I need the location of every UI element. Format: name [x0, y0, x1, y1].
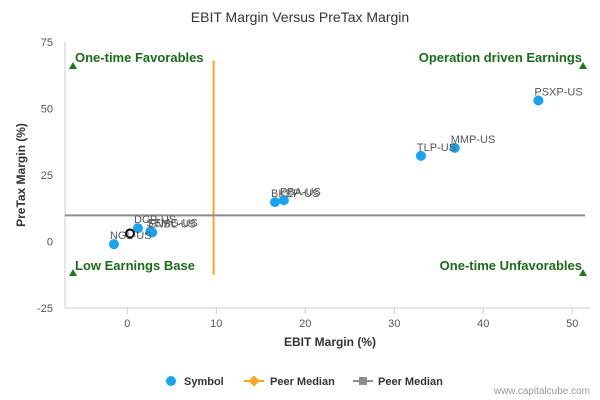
y-axis-ticks: -25 0 25 50 75: [37, 37, 53, 315]
chart-title: EBIT Margin Versus PreTax Margin: [191, 9, 409, 25]
quadrant-label-top-left: One-time Favorables: [75, 50, 204, 65]
x-axis-title: EBIT Margin (%): [284, 335, 376, 349]
quadrant-triangle-marker: [69, 62, 77, 69]
x-tick-label: 20: [299, 318, 311, 330]
data-label-ngl-us: NGL-US: [110, 230, 152, 242]
data-point-enbl-us[interactable]: [147, 227, 158, 238]
data-label-mmp-us: MMP-US: [451, 134, 496, 146]
quadrant-triangle-marker: [579, 62, 587, 69]
quadrant-triangle-marker: [69, 269, 77, 276]
quadrant-label-bottom-right: One-time Unfavorables: [440, 258, 582, 273]
legend-peer-median-vertical-label: Peer Median: [270, 376, 335, 388]
legend-peer-median-horizontal-label: Peer Median: [378, 376, 443, 388]
data-label-semg-us: SEMG-US: [146, 217, 197, 229]
x-tick-label: 50: [566, 318, 578, 330]
legend-item-peer-median-vertical[interactable]: Peer Median: [244, 375, 335, 388]
data-point-ngl-us[interactable]: [108, 239, 119, 250]
data-point-psxp-us[interactable]: [533, 95, 544, 106]
data-label-dcp-us: DCP-US: [134, 214, 176, 226]
y-tick-label: 0: [47, 237, 53, 249]
data-label-psxp-us: PSXP-US: [534, 87, 582, 99]
legend-symbol-label: Symbol: [184, 376, 224, 388]
data-point-mmp-us[interactable]: [449, 142, 460, 153]
data-point-bkep-us[interactable]: [270, 197, 280, 208]
x-tick-label: 10: [210, 318, 222, 330]
data-point-pba-us[interactable]: [278, 195, 289, 206]
quadrant-triangle-marker: [579, 269, 587, 276]
credit-text: www.capitalcube.com: [493, 386, 590, 397]
legend-item-peer-median-horizontal[interactable]: Peer Median: [353, 376, 443, 388]
legend-peer-median-vertical-marker: [248, 375, 260, 387]
quadrant-markers: [69, 62, 587, 276]
data-label-enbl-us: ENBL-US: [148, 218, 196, 230]
scatter-points: [108, 95, 544, 250]
y-tick-label: 25: [41, 170, 53, 182]
x-tick-label: 40: [477, 318, 489, 330]
quadrant-label-bottom-left: Low Earnings Base: [75, 258, 195, 273]
y-tick-label: 75: [41, 37, 53, 49]
y-tick-label: 50: [41, 104, 53, 116]
y-tick-label: -25: [37, 303, 53, 315]
data-label-bkep-us: BKEP-US: [271, 188, 319, 200]
y-axis-title: PreTax Margin (%): [14, 123, 28, 227]
x-tick-label: 30: [388, 318, 400, 330]
x-axis-ticks: 0 10 20 30 40 50: [124, 308, 578, 330]
quadrant-label-top-right: Operation driven Earnings: [419, 50, 582, 65]
legend: Symbol Peer Median Peer Median: [166, 375, 443, 388]
data-point-tlp-us[interactable]: [415, 150, 426, 161]
data-point-dcp-us[interactable]: [132, 223, 143, 234]
legend-symbol-marker: [166, 376, 176, 386]
highlighted-company-marker[interactable]: [124, 228, 135, 239]
data-label-tlp-us: TLP-US: [417, 142, 456, 154]
legend-peer-median-horizontal-marker: [359, 377, 367, 385]
data-label-pba-us: PBA-US: [280, 186, 321, 198]
legend-item-symbol[interactable]: Symbol: [166, 376, 224, 388]
x-tick-label: 0: [124, 318, 130, 330]
